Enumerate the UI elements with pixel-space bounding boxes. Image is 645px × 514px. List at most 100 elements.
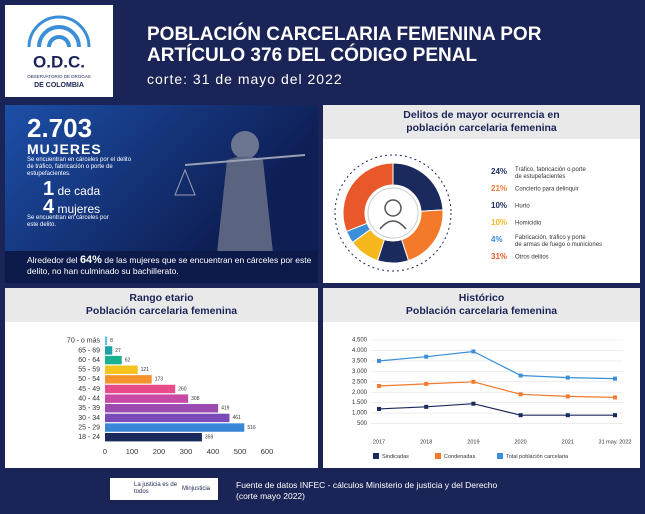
y-tick-label: 2.500 xyxy=(352,379,368,385)
bar xyxy=(105,413,230,423)
x-tick-label: 400 xyxy=(207,447,220,456)
logo-box: O.D.C. OBSERVATORIO DE DROGAS DE COLOMBI… xyxy=(5,5,113,97)
legend-label: Tráfico, fabricación o porte de estupefac… xyxy=(515,167,586,180)
figure-head xyxy=(231,131,259,159)
x-tick-label: 2021 xyxy=(562,439,574,445)
x-tick-label: 0 xyxy=(103,447,107,456)
donut-slice xyxy=(342,162,394,233)
desc: Se encuentran en cárceles por el delito … xyxy=(27,157,132,177)
point xyxy=(613,413,617,418)
y-tick-label: 25 - 29 xyxy=(78,424,100,431)
bar xyxy=(105,432,202,442)
y-tick-label: 30 - 34 xyxy=(78,415,100,422)
legend-value: 24% xyxy=(491,167,507,176)
x-tick-label: 200 xyxy=(153,447,166,456)
logo-arc xyxy=(27,15,91,48)
value-label: 173 xyxy=(155,377,164,383)
donut-center xyxy=(367,187,419,239)
point xyxy=(565,413,570,418)
legend-value: 21% xyxy=(491,184,507,193)
value-label: 62 xyxy=(125,357,131,363)
legend-swatch xyxy=(373,453,379,459)
chart-title: Población carcelaria femenina xyxy=(86,305,237,317)
bar xyxy=(105,355,122,365)
point xyxy=(613,395,617,400)
ministry: Minjusticia xyxy=(182,486,211,492)
logo-country: DE COLOMBIA xyxy=(34,82,84,89)
point xyxy=(424,404,429,409)
y-tick-label: 1.500 xyxy=(352,400,368,406)
chart-title: Población carcelaria femenina xyxy=(406,305,557,317)
ratio-mid: de cada xyxy=(57,184,101,198)
value-label: 359 xyxy=(205,435,214,441)
brand: La justicia es de todos xyxy=(134,482,178,495)
point xyxy=(613,376,617,381)
y-tick-label: 55 - 59 xyxy=(78,367,100,374)
point xyxy=(424,381,429,386)
note-pre: Alrededor del xyxy=(27,255,78,265)
legend-label: Otros delitos xyxy=(515,255,549,261)
point xyxy=(565,394,570,399)
value-label: 121 xyxy=(141,367,150,373)
ratio: 1 de cada 4 mujeres xyxy=(43,179,101,217)
point xyxy=(518,392,523,397)
value-label: 419 xyxy=(221,406,230,412)
legend-label: Concierto para delinquir xyxy=(515,187,579,193)
value-label: 461 xyxy=(232,415,241,421)
point xyxy=(424,354,429,359)
logo: O.D.C. OBSERVATORIO DE DROGAS DE COLOMBI… xyxy=(27,15,91,89)
x-tick-label: 31 may. 2022 xyxy=(599,439,632,445)
title-band xyxy=(323,288,640,322)
y-tick-label: 50 - 54 xyxy=(78,376,100,383)
point xyxy=(471,401,476,406)
ratio-desc: Se encuentran en cárceles por este delit… xyxy=(27,215,109,228)
bar xyxy=(105,375,152,384)
logo-arc xyxy=(47,35,71,48)
y-tick-label: 45 - 49 xyxy=(78,386,100,393)
scale-beam xyxy=(184,154,306,166)
x-tick-label: 500 xyxy=(234,447,247,456)
y-tick-label: 35 - 39 xyxy=(78,405,100,412)
legend-swatch xyxy=(497,453,503,459)
series-line xyxy=(378,350,616,380)
cut: (corte mayo 2022) xyxy=(236,491,305,501)
ratio-end: mujeres xyxy=(57,202,101,216)
legend-value: 10% xyxy=(491,201,507,210)
donut-chart: Delitos de mayor ocurrencia enpoblación … xyxy=(323,105,640,283)
value-label: 27 xyxy=(115,348,121,354)
title-band xyxy=(5,288,318,322)
point xyxy=(377,406,381,411)
bar xyxy=(105,394,189,403)
x-tick-label: 300 xyxy=(180,447,193,456)
point xyxy=(471,379,476,384)
x-tick-label: 2017 xyxy=(373,439,385,445)
legend-label: Fabricación, tráfico y porte de armas de … xyxy=(515,235,602,248)
x-tick-label: 600 xyxy=(261,447,274,456)
title-line: ARTÍCULO 376 DEL CÓDIGO PENAL xyxy=(147,45,478,66)
series-line xyxy=(378,381,616,398)
point xyxy=(471,349,476,354)
y-tick-label: 18 - 24 xyxy=(78,434,100,441)
footer-text: Fuente de datos INFEC - cálculos Ministe… xyxy=(236,480,497,502)
note-post: de las mujeres que se encuentran en cárc… xyxy=(27,255,312,276)
y-tick-label: 2.000 xyxy=(352,390,368,396)
value-label: 8 xyxy=(110,338,113,344)
y-tick-label: 1.000 xyxy=(352,411,368,417)
bar xyxy=(105,384,176,394)
title-line: POBLACIÓN CARCELARIA FEMENINA POR xyxy=(147,24,542,45)
chart-title: Delitos de mayor ocurrencia en xyxy=(403,109,559,121)
logo-sub: OBSERVATORIO DE DROGAS xyxy=(27,74,90,79)
big-unit: MUJERES xyxy=(27,141,102,157)
point xyxy=(518,373,523,378)
logo-arc xyxy=(37,25,81,48)
bar xyxy=(105,365,138,374)
legend-value: 10% xyxy=(491,218,507,227)
y-tick-label: 500 xyxy=(357,421,368,427)
point xyxy=(377,383,381,388)
y-tick-label: 60 - 64 xyxy=(78,357,100,364)
legend-label: Total población carcelaria xyxy=(506,454,569,460)
title-band xyxy=(323,105,640,139)
point xyxy=(377,358,381,363)
note: Alrededor del 64% de las mujeres que se … xyxy=(27,255,312,277)
